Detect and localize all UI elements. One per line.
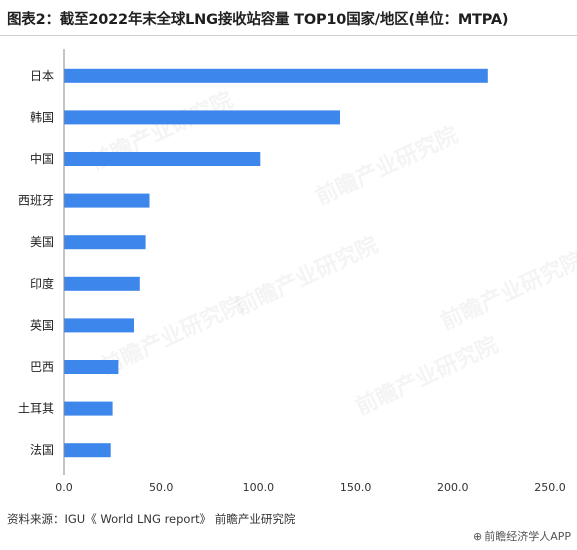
x-tick-label: 100.0	[243, 481, 275, 494]
bar	[64, 193, 150, 208]
category-label: 西班牙	[18, 194, 54, 208]
logo-icon: ⊕	[472, 530, 483, 543]
chart-title: 图表2：截至2022年末全球LNG接收站容量 TOP10国家/地区(单位：MTP…	[7, 12, 509, 28]
x-tick-label: 50.0	[149, 481, 174, 494]
bar	[64, 68, 488, 83]
category-label: 印度	[30, 276, 54, 291]
title-divider	[0, 35, 577, 36]
app-watermark: ⊕ 前瞻经济学人APP	[473, 528, 571, 544]
bar	[64, 401, 113, 416]
x-axis: 0.0 50.0 100.0 150.0 200.0 250.0	[55, 49, 566, 494]
category-label: 土耳其	[18, 402, 54, 416]
brand-watermark: 前瞻产业研究院	[97, 292, 248, 381]
bar	[64, 318, 134, 333]
category-label: 日本	[30, 69, 54, 83]
bar	[64, 443, 111, 458]
app-watermark-text: 前瞻经济学人APP	[484, 530, 571, 543]
bar	[64, 360, 119, 374]
category-label: 中国	[30, 151, 54, 166]
brand-watermark: 前瞻产业研究院	[232, 232, 383, 321]
brand-watermark: 前瞻产业研究院	[352, 332, 503, 421]
bar	[64, 152, 261, 166]
brand-watermark: 前瞻产业研究院	[437, 247, 577, 336]
bar	[64, 276, 140, 291]
source-note: 资料来源：IGU《 World LNG report》 前瞻产业研究院	[7, 512, 296, 526]
x-tick-label: 0.0	[55, 481, 73, 494]
category-label: 英国	[30, 318, 54, 332]
category-label: 巴西	[30, 360, 54, 374]
x-tick-label: 200.0	[437, 481, 469, 494]
x-tick-label: 250.0	[534, 481, 566, 494]
bar	[64, 235, 146, 250]
bar	[64, 110, 340, 125]
brand-watermark: 前瞻产业研究院	[312, 122, 463, 211]
category-label: 法国	[30, 443, 54, 457]
x-tick-label: 150.0	[340, 481, 372, 494]
bar-series	[64, 68, 488, 458]
category-label: 美国	[30, 235, 54, 249]
category-label: 韩国	[30, 109, 54, 124]
